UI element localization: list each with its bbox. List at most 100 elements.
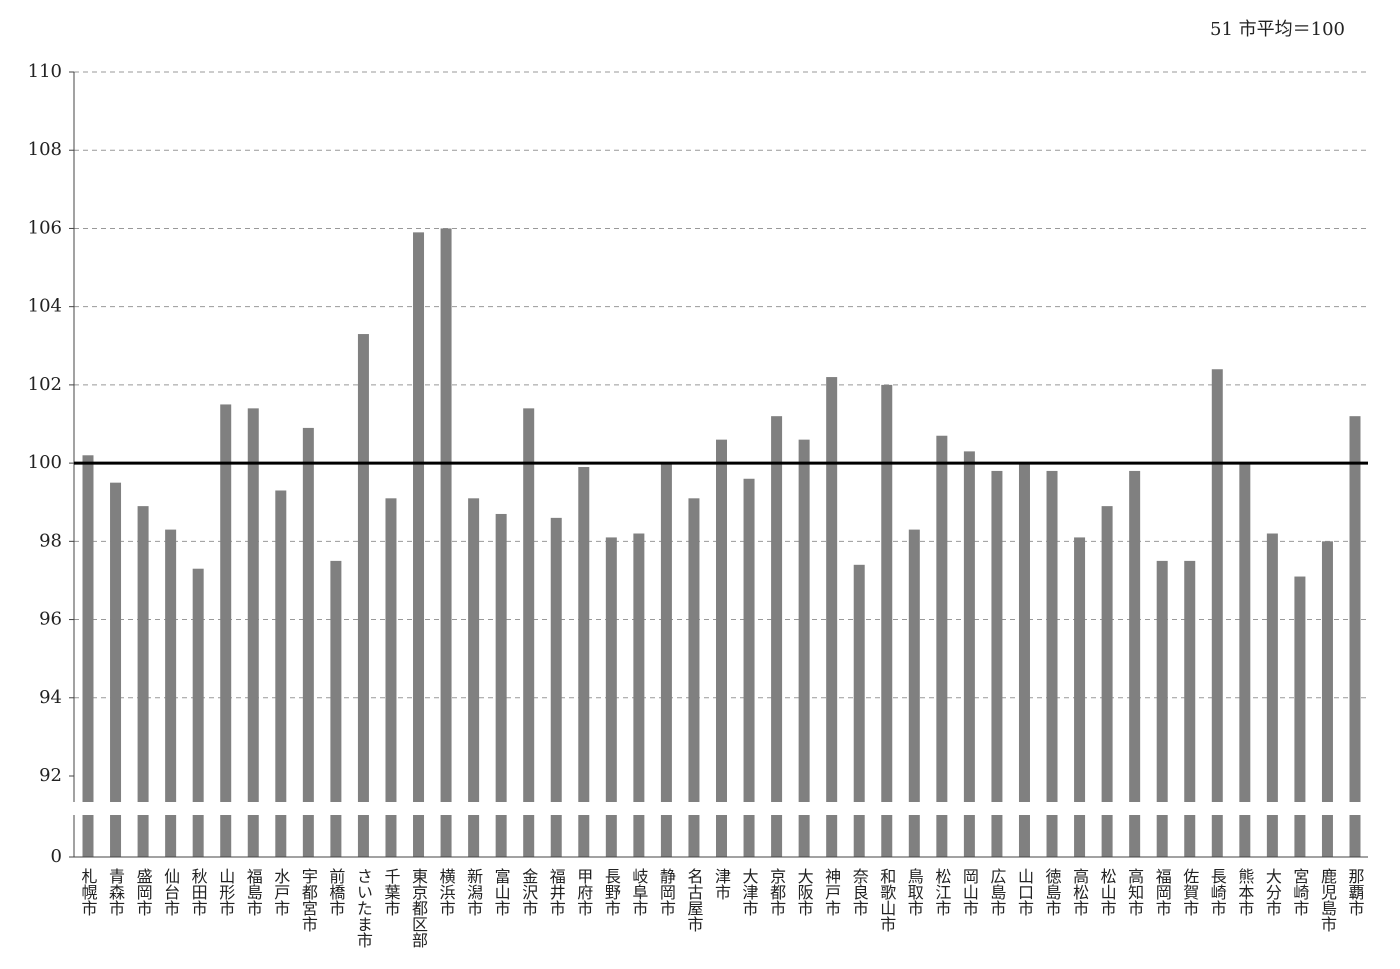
bar <box>1101 506 1113 857</box>
x-tick-label: 大津市 <box>740 868 759 916</box>
bar <box>578 467 590 857</box>
y-tick-label: 108 <box>28 139 62 160</box>
bar <box>523 408 535 857</box>
y-tick-label: 106 <box>28 217 62 238</box>
bar <box>633 533 645 857</box>
y-tick-label: 102 <box>28 374 62 395</box>
bar <box>357 334 369 857</box>
x-tick-label: 秋田市 <box>189 868 208 916</box>
x-tick-label: 鹿児島市 <box>1318 868 1337 932</box>
bar <box>220 404 232 857</box>
x-tick-label: 札幌市 <box>79 868 98 916</box>
x-tick-label: 横浜市 <box>437 868 456 916</box>
x-tick-label: 広島市 <box>987 868 1006 916</box>
bar <box>1349 416 1361 857</box>
x-tick-label: 神戸市 <box>822 868 841 916</box>
bar <box>275 490 287 857</box>
x-tick-label: 松山市 <box>1098 868 1117 916</box>
y-tick-label: 110 <box>28 61 62 82</box>
y-tick-label: 100 <box>28 452 62 473</box>
bar <box>660 463 672 857</box>
bar <box>1156 560 1168 857</box>
x-tick-label: 津市 <box>712 868 731 900</box>
bar <box>440 228 452 857</box>
x-tick-label: 山形市 <box>216 868 235 916</box>
bar <box>468 498 480 857</box>
y-tick-label: 104 <box>28 296 62 317</box>
x-tick-label: 青森市 <box>106 868 125 916</box>
x-tick-label: 千葉市 <box>381 868 400 916</box>
bar <box>853 564 865 857</box>
bar <box>413 232 425 857</box>
y-tick-label: 96 <box>39 609 62 630</box>
x-tick-label: 佐賀市 <box>1180 868 1199 916</box>
x-tick-label: 和歌山市 <box>877 868 896 932</box>
bar <box>1074 537 1086 857</box>
bar <box>1018 463 1030 857</box>
bar <box>1266 533 1278 857</box>
bar <box>605 537 617 857</box>
bar <box>771 416 783 857</box>
axis-break <box>68 802 1372 815</box>
bar <box>330 560 342 857</box>
bar <box>110 482 122 857</box>
x-tick-label: 宇都宮市 <box>299 868 318 932</box>
x-tick-label: 奈良市 <box>850 868 869 916</box>
x-tick-label: 名古屋市 <box>684 868 703 932</box>
bar <box>302 427 314 857</box>
y-tick-label: 92 <box>39 765 62 786</box>
y-tick-label: 98 <box>39 530 62 551</box>
x-tick-label: 仙台市 <box>161 868 180 916</box>
x-tick-label: 東京都区部 <box>409 868 428 948</box>
x-tick-label: 鳥取市 <box>905 868 924 916</box>
bar <box>963 451 975 857</box>
bar <box>991 470 1003 857</box>
x-tick-label: 長野市 <box>602 868 621 916</box>
bar <box>165 529 177 857</box>
x-tick-label: 大阪市 <box>795 868 814 916</box>
x-tick-label: 高松市 <box>1070 868 1089 916</box>
x-tick-label: 福井市 <box>547 868 566 916</box>
bar <box>82 455 94 857</box>
bar <box>1321 541 1333 857</box>
x-tick-label: 前橋市 <box>326 868 345 916</box>
bar <box>192 568 204 857</box>
x-tick-label: 長崎市 <box>1208 868 1227 916</box>
bar <box>1294 576 1306 857</box>
bar <box>247 408 259 857</box>
bar <box>385 498 397 857</box>
x-tick-label: 金沢市 <box>519 868 538 916</box>
bar <box>743 478 755 857</box>
bar <box>1239 463 1251 857</box>
bar <box>137 506 149 857</box>
x-tick-label: 岡山市 <box>960 868 979 916</box>
x-tick-label: 福岡市 <box>1153 868 1172 916</box>
bar <box>716 439 727 857</box>
x-tick-label: 熊本市 <box>1235 868 1254 916</box>
bar <box>1184 560 1196 857</box>
x-tick-label: 富山市 <box>492 868 511 916</box>
x-tick-label: 京都市 <box>767 868 786 916</box>
x-tick-label: 松江市 <box>932 868 951 916</box>
x-tick-label: 高知市 <box>1125 868 1144 916</box>
x-tick-label: 盛岡市 <box>134 868 153 916</box>
x-tick-label: 徳島市 <box>1043 868 1062 916</box>
x-tick-label: 新潟市 <box>464 868 483 916</box>
x-tick-label: 水戸市 <box>271 868 290 916</box>
bar <box>1046 470 1058 857</box>
x-tick-label: 宮崎市 <box>1290 868 1309 916</box>
bar <box>826 377 838 857</box>
y-tick-label: 0 <box>51 846 62 867</box>
bar <box>908 529 920 857</box>
bar <box>1129 470 1141 857</box>
bar <box>495 513 507 857</box>
x-tick-label: さいたま市 <box>354 868 373 948</box>
x-tick-label: 大分市 <box>1263 868 1282 916</box>
x-tick-label: 那覇市 <box>1346 868 1365 916</box>
bar <box>550 517 562 857</box>
x-tick-label: 岐阜市 <box>629 868 648 916</box>
y-tick-label: 94 <box>39 687 62 708</box>
bar <box>1211 369 1223 857</box>
bar <box>936 435 948 857</box>
bar <box>798 439 810 857</box>
